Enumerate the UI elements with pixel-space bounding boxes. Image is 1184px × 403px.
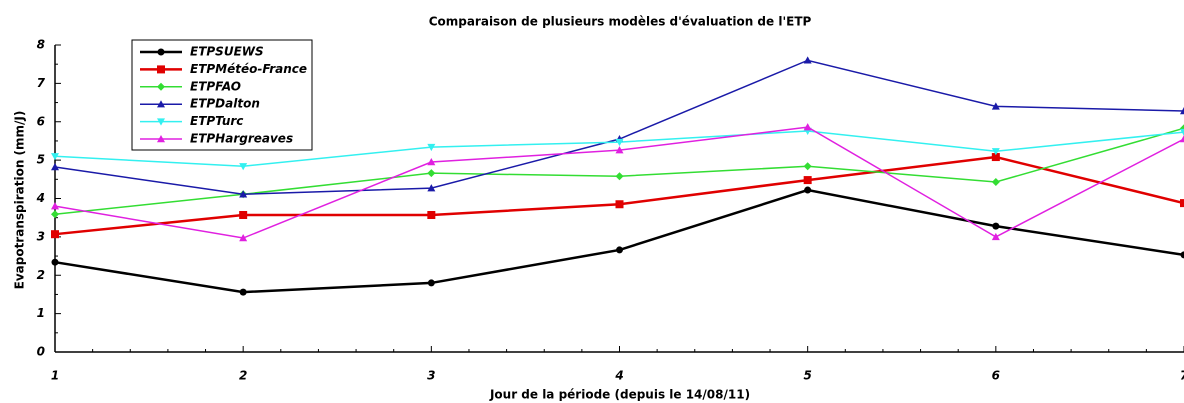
y-tick-label: 0 [37,345,45,359]
y-tick-label: 8 [37,38,45,52]
legend-label: ETPFAO [190,79,241,93]
marker [991,148,1000,156]
x-tick-label: 3 [427,369,435,383]
marker [239,234,248,242]
marker [1180,199,1184,208]
x-tick-label: 5 [803,369,811,383]
marker [157,135,165,143]
marker [1180,107,1184,115]
marker [157,48,165,56]
marker [803,176,812,185]
x-tick-label: 4 [614,369,623,383]
legend-label: ETPDalton [190,97,260,111]
y-tick-label: 5 [37,153,45,167]
legend-label: ETPTurc [190,114,243,128]
marker [51,153,59,161]
y-tick-label: 2 [37,268,45,282]
marker [616,246,623,254]
marker [427,143,436,152]
marker [427,211,436,220]
marker [427,184,436,192]
chart-title: Comparaison de plusieurs modèles d'évalu… [429,15,812,29]
marker [615,172,624,181]
marker [427,158,436,166]
marker [51,230,59,239]
marker [157,65,165,74]
x-tick-label: 1 [51,369,59,383]
y-tick-label: 4 [36,191,45,205]
x-tick-label: 2 [239,369,247,383]
x-tick-label: 6 [992,369,1000,383]
marker [51,202,59,210]
marker [803,123,812,131]
marker [803,56,812,64]
marker [239,288,247,296]
marker [427,279,435,287]
legend-label: ETPHargreaves [190,132,293,146]
marker [239,211,248,220]
marker [991,102,1000,110]
y-tick-label: 1 [37,306,45,320]
x-axis-label: Jour de la période (depuis le 14/08/11) [489,388,750,402]
y-tick-label: 6 [37,114,45,128]
legend-box [131,39,313,151]
marker [1180,128,1184,137]
marker [804,186,812,194]
marker [239,163,248,171]
marker [51,210,59,219]
marker [615,138,624,147]
marker [51,163,59,171]
marker [157,82,165,91]
legend-label: ETPMétéo-France [190,62,307,76]
y-tick-label: 7 [37,76,46,90]
marker [1180,135,1184,143]
marker [615,200,624,209]
marker [157,118,165,126]
marker [157,100,165,108]
marker [992,222,1000,230]
marker [51,258,59,266]
marker [427,169,436,178]
legend-label: ETPSUEWS [190,45,264,59]
y-tick-label: 3 [37,229,45,243]
marker [991,177,1000,186]
x-tick-label: 7 [1180,369,1184,383]
marker [615,146,624,154]
marker [991,153,1000,162]
marker [239,190,248,198]
marker [803,162,812,171]
y-axis-label: Evapotranspiration (mm/J) [13,111,27,290]
marker [1180,251,1184,259]
marker [991,232,1000,241]
